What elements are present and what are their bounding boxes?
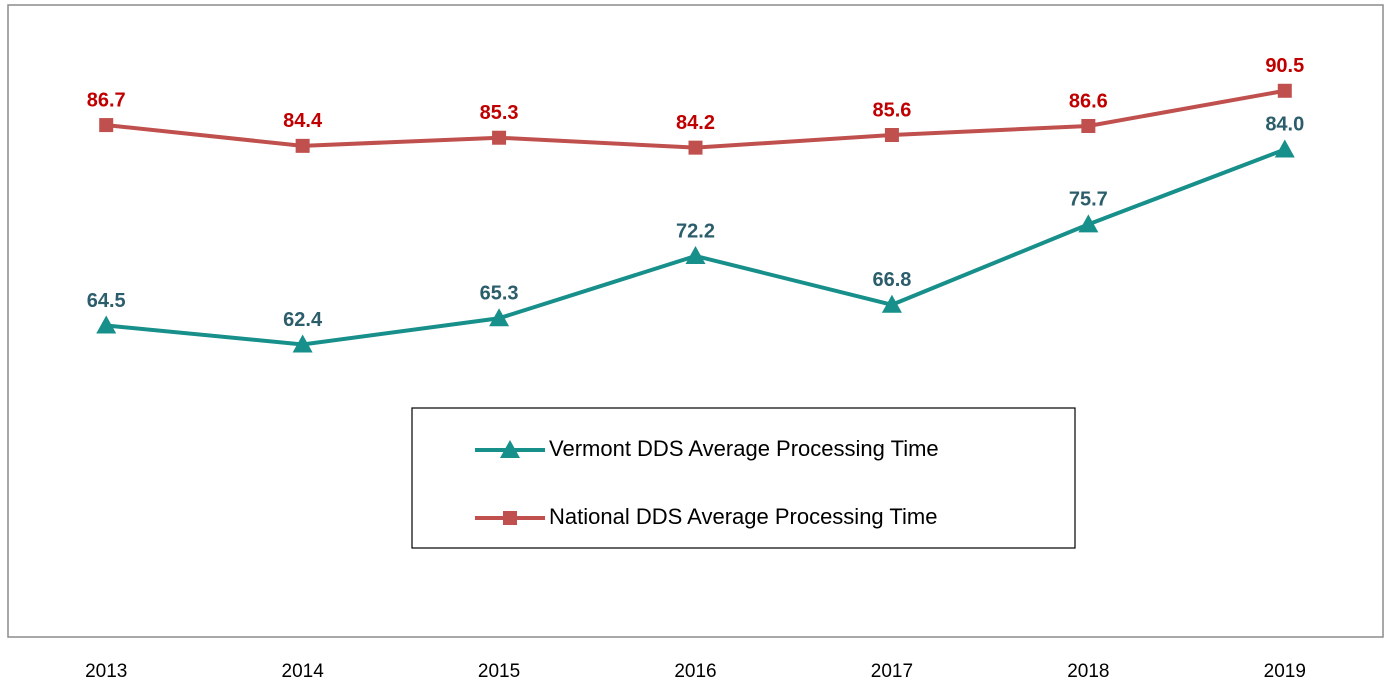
- x-tick-label: 2014: [282, 661, 325, 682]
- x-tick-label: 2018: [1067, 661, 1109, 682]
- data-point: [292, 334, 313, 353]
- legend-marker: [500, 440, 520, 458]
- legend: [411, 407, 1076, 549]
- data-label: 85.3: [480, 102, 519, 124]
- data-point: [1078, 214, 1099, 233]
- data-label: 84.4: [283, 110, 323, 132]
- x-tick-label: 2013: [85, 661, 127, 682]
- data-label: 84.0: [1265, 114, 1304, 136]
- data-point: [688, 140, 703, 155]
- data-point: [881, 294, 902, 313]
- data-point: [295, 138, 310, 153]
- data-point: [884, 128, 899, 143]
- data-point: [492, 130, 507, 145]
- data-label: 66.8: [872, 269, 911, 291]
- legend-label: Vermont DDS Average Processing Time: [549, 436, 939, 461]
- data-label: 75.7: [1069, 189, 1108, 211]
- x-tick-label: 2016: [674, 661, 716, 682]
- data-label: 85.6: [872, 99, 911, 121]
- legend-marker: [503, 511, 517, 525]
- data-label: 86.7: [87, 89, 126, 111]
- x-tick-label: 2015: [478, 661, 520, 682]
- data-point: [96, 315, 117, 334]
- data-label: 72.2: [676, 220, 715, 242]
- x-tick-label: 2017: [871, 661, 913, 682]
- x-tick-label: 2019: [1264, 661, 1306, 682]
- data-label: 84.2: [676, 112, 715, 134]
- data-label: 62.4: [283, 309, 323, 331]
- data-label: 65.3: [480, 283, 519, 305]
- data-label: 86.6: [1069, 90, 1108, 112]
- data-point: [1081, 118, 1096, 133]
- data-point: [489, 308, 510, 327]
- data-point: [685, 245, 706, 264]
- legend-label: National DDS Average Processing Time: [549, 504, 937, 529]
- data-label: 90.5: [1265, 55, 1304, 77]
- data-label: 64.5: [87, 290, 126, 312]
- data-point: [1274, 139, 1295, 158]
- data-point: [1277, 83, 1292, 98]
- data-point: [99, 118, 114, 133]
